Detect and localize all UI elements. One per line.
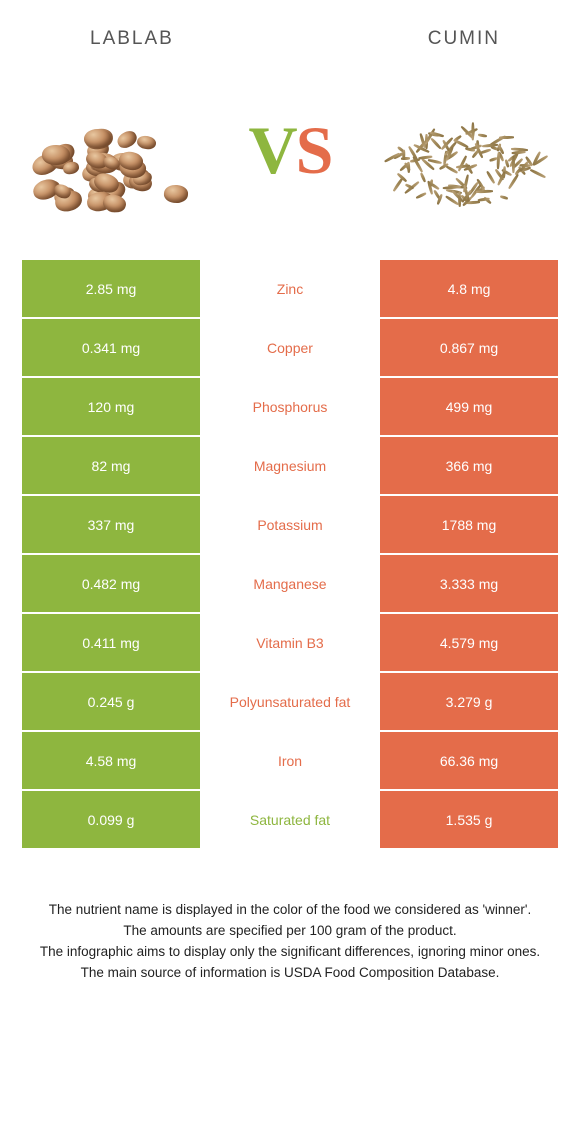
table-row: 120 mgPhosphorus499 mg [22,378,558,435]
footer-notes: The nutrient name is displayed in the co… [0,850,580,984]
nutrient-label: Zinc [200,260,380,317]
nutrient-label: Iron [200,732,380,789]
right-food-image [380,90,550,210]
left-value: 337 mg [22,496,200,553]
left-value: 4.58 mg [22,732,200,789]
left-value: 0.482 mg [22,555,200,612]
table-row: 0.411 mgVitamin B34.579 mg [22,614,558,671]
left-food-title: LABLAB [90,28,174,50]
right-value: 1.535 g [380,791,558,848]
vs-label: VS [249,111,332,190]
footer-line: The amounts are specified per 100 gram o… [28,921,552,942]
table-row: 0.099 gSaturated fat1.535 g [22,791,558,848]
right-value: 3.333 mg [380,555,558,612]
vs-v: V [249,112,296,188]
nutrient-table: 2.85 mgZinc4.8 mg0.341 mgCopper0.867 mg1… [0,260,580,848]
nutrient-label: Saturated fat [200,791,380,848]
header: LABLAB CUMIN [0,0,580,60]
right-value: 4.8 mg [380,260,558,317]
left-food-image [30,90,200,210]
footer-line: The infographic aims to display only the… [28,942,552,963]
table-row: 0.482 mgManganese3.333 mg [22,555,558,612]
left-value: 0.411 mg [22,614,200,671]
left-value: 0.245 g [22,673,200,730]
table-row: 0.245 gPolyunsaturated fat3.279 g [22,673,558,730]
right-value: 4.579 mg [380,614,558,671]
table-row: 337 mgPotassium1788 mg [22,496,558,553]
nutrient-label: Magnesium [200,437,380,494]
right-value: 0.867 mg [380,319,558,376]
left-value: 120 mg [22,378,200,435]
right-value: 66.36 mg [380,732,558,789]
nutrient-label: Potassium [200,496,380,553]
footer-line: The nutrient name is displayed in the co… [28,900,552,921]
nutrient-label: Vitamin B3 [200,614,380,671]
left-value: 2.85 mg [22,260,200,317]
right-value: 366 mg [380,437,558,494]
right-value: 499 mg [380,378,558,435]
table-row: 82 mgMagnesium366 mg [22,437,558,494]
vs-s: S [296,112,332,188]
left-value: 0.099 g [22,791,200,848]
nutrient-label: Copper [200,319,380,376]
left-value: 82 mg [22,437,200,494]
right-food-title: CUMIN [428,28,500,50]
table-row: 0.341 mgCopper0.867 mg [22,319,558,376]
table-row: 2.85 mgZinc4.8 mg [22,260,558,317]
left-value: 0.341 mg [22,319,200,376]
hero-row: VS [0,60,580,260]
right-value: 1788 mg [380,496,558,553]
nutrient-label: Phosphorus [200,378,380,435]
nutrient-label: Polyunsaturated fat [200,673,380,730]
right-value: 3.279 g [380,673,558,730]
nutrient-label: Manganese [200,555,380,612]
table-row: 4.58 mgIron66.36 mg [22,732,558,789]
footer-line: The main source of information is USDA F… [28,963,552,984]
